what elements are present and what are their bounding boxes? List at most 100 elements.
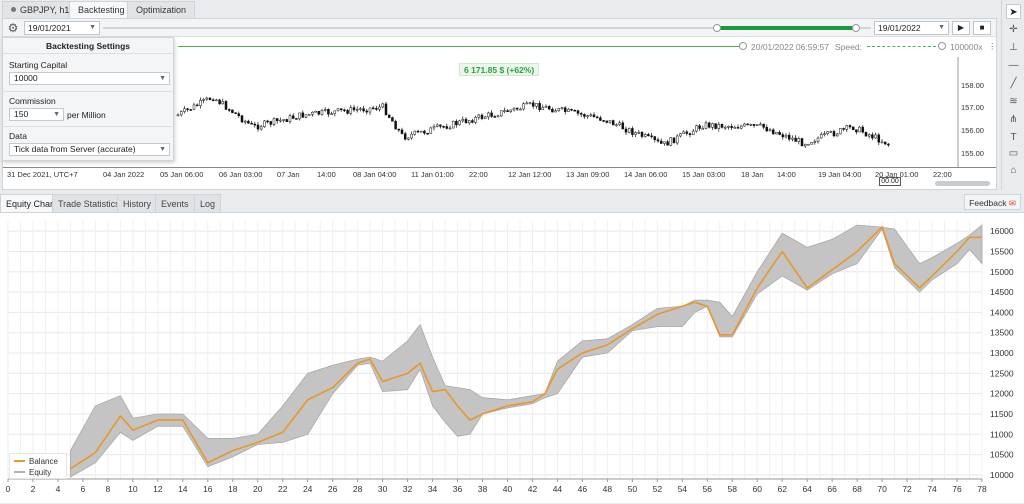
end-date-select[interactable]: 19/01/2022 ▼: [874, 21, 949, 35]
tab-symbol[interactable]: GBPJPY, h1: [2, 1, 79, 18]
candle-body: [682, 131, 685, 134]
trend-line-icon[interactable]: ╱: [1010, 78, 1017, 89]
candle-body: [599, 117, 602, 121]
crosshair-icon[interactable]: ✛: [1009, 24, 1018, 35]
tab-log[interactable]: Log: [194, 194, 222, 212]
range-start-handle[interactable]: [713, 24, 722, 32]
candle-body: [480, 114, 484, 119]
y-tick-label: 11500: [990, 409, 1013, 419]
tab-optimization[interactable]: Optimization: [127, 1, 196, 18]
tab-history[interactable]: History: [117, 194, 158, 212]
candle-body: [205, 97, 209, 100]
candle-body: [640, 131, 644, 137]
time-axis-label: 12 Jan 12:00: [508, 170, 552, 179]
start-date-select[interactable]: 19/01/2021 ▼: [24, 21, 100, 35]
cursor-arrow-icon[interactable]: ➤: [1006, 4, 1021, 19]
candle-body: [803, 144, 807, 147]
text-icon[interactable]: T: [1010, 132, 1017, 143]
candle-body: [531, 102, 535, 107]
symbol-dot-icon: [11, 7, 16, 12]
equity-swatch: [14, 471, 25, 473]
date-range-track[interactable]: [103, 27, 871, 29]
candle-body: [323, 109, 327, 111]
rectangle-icon[interactable]: ▭: [1008, 148, 1019, 159]
candle-body: [659, 140, 663, 144]
y-tick-label: 13000: [990, 348, 1014, 358]
candle-body: [704, 122, 708, 129]
candle-body: [218, 99, 221, 105]
horizontal-scrollbar[interactable]: [935, 181, 990, 186]
x-tick-label: 54: [678, 484, 688, 494]
candle-body: [634, 132, 637, 135]
candle-body: [643, 134, 647, 137]
time-axis-label: 15 Jan 03:00: [682, 170, 726, 179]
data-source-select[interactable]: Tick data from Server (accurate) ▼: [9, 143, 170, 156]
starting-capital-select[interactable]: 10000 ▼: [9, 72, 170, 85]
gear-icon[interactable]: ⚙: [7, 21, 19, 35]
x-tick-label: 8: [106, 484, 111, 494]
candle-body: [871, 134, 874, 139]
candle-body: [867, 134, 871, 137]
shape-icon[interactable]: ⌂: [1010, 165, 1017, 176]
candle-body: [311, 111, 314, 115]
more-vertical-icon[interactable]: ⋮: [988, 41, 997, 51]
candle-body: [560, 107, 564, 109]
candle-body: [426, 132, 429, 135]
time-axis-label: 05 Jan 06:00: [160, 170, 204, 179]
pitchfork-icon[interactable]: ⋔: [1009, 114, 1018, 125]
candle-body: [653, 136, 657, 140]
speed-handle[interactable]: [938, 42, 946, 50]
time-axis-label: 22:00: [469, 170, 488, 179]
candle-body: [461, 118, 465, 122]
stop-button[interactable]: ■: [973, 21, 991, 35]
candle-body: [627, 128, 631, 133]
time-axis-label: 06 Jan 03:00: [219, 170, 263, 179]
time-axis: 31 Dec 2021, UTC+7 04 Jan 2022 05 Jan 06:0…: [3, 167, 996, 179]
candle-body: [589, 114, 593, 117]
starting-capital-value: 10000: [14, 73, 38, 83]
candle-body: [749, 124, 753, 126]
candle-body: [509, 109, 513, 112]
x-tick-label: 58: [728, 484, 738, 494]
x-tick-label: 6: [81, 484, 86, 494]
candle-body: [355, 109, 359, 111]
price-label: 155.00: [961, 149, 984, 158]
balance-line: [69, 225, 982, 470]
candle-body: [714, 123, 717, 129]
play-button[interactable]: ▶: [952, 21, 970, 35]
data-source-value: Tick data from Server (accurate): [14, 144, 136, 154]
fibonacci-icon[interactable]: ≋: [1009, 96, 1018, 107]
speed-slider-track[interactable]: [867, 46, 941, 47]
tab-symbol-label: GBPJPY, h1: [20, 5, 70, 15]
y-tick-label: 10500: [990, 450, 1014, 460]
commission-select[interactable]: 150 ▼: [9, 108, 64, 121]
x-tick-label: 24: [303, 484, 313, 494]
range-end-handle[interactable]: [851, 24, 860, 32]
candle-body: [570, 108, 573, 111]
commission-value: 150: [14, 109, 29, 119]
tab-events[interactable]: Events: [155, 194, 195, 212]
candle-body: [839, 128, 842, 135]
candle-body: [528, 102, 532, 105]
candle-body: [195, 104, 199, 107]
candle-body: [794, 137, 797, 142]
candle-body: [243, 120, 247, 123]
candle-body: [554, 110, 557, 113]
candle-body: [877, 134, 881, 143]
horizontal-line-icon[interactable]: —: [1008, 60, 1019, 71]
progress-handle[interactable]: [739, 42, 747, 50]
candle-body: [835, 133, 839, 137]
candle-body: [474, 116, 477, 123]
feedback-label: Feedback: [969, 198, 1007, 208]
tab-trade-statistics[interactable]: Trade Statistics: [52, 194, 126, 212]
candle-body: [874, 134, 877, 139]
candle-body: [887, 143, 890, 146]
x-tick-label: 48: [603, 484, 613, 494]
speed-value: 100000x: [950, 42, 983, 52]
feedback-button[interactable]: Feedback ✉: [964, 194, 1021, 210]
chat-bubble-icon: ✉: [1008, 198, 1016, 208]
tab-backtesting[interactable]: Backtesting: [69, 1, 134, 18]
candle-body: [864, 131, 868, 137]
ruler-icon[interactable]: ⊥: [1009, 42, 1018, 53]
candle-body: [215, 99, 218, 102]
